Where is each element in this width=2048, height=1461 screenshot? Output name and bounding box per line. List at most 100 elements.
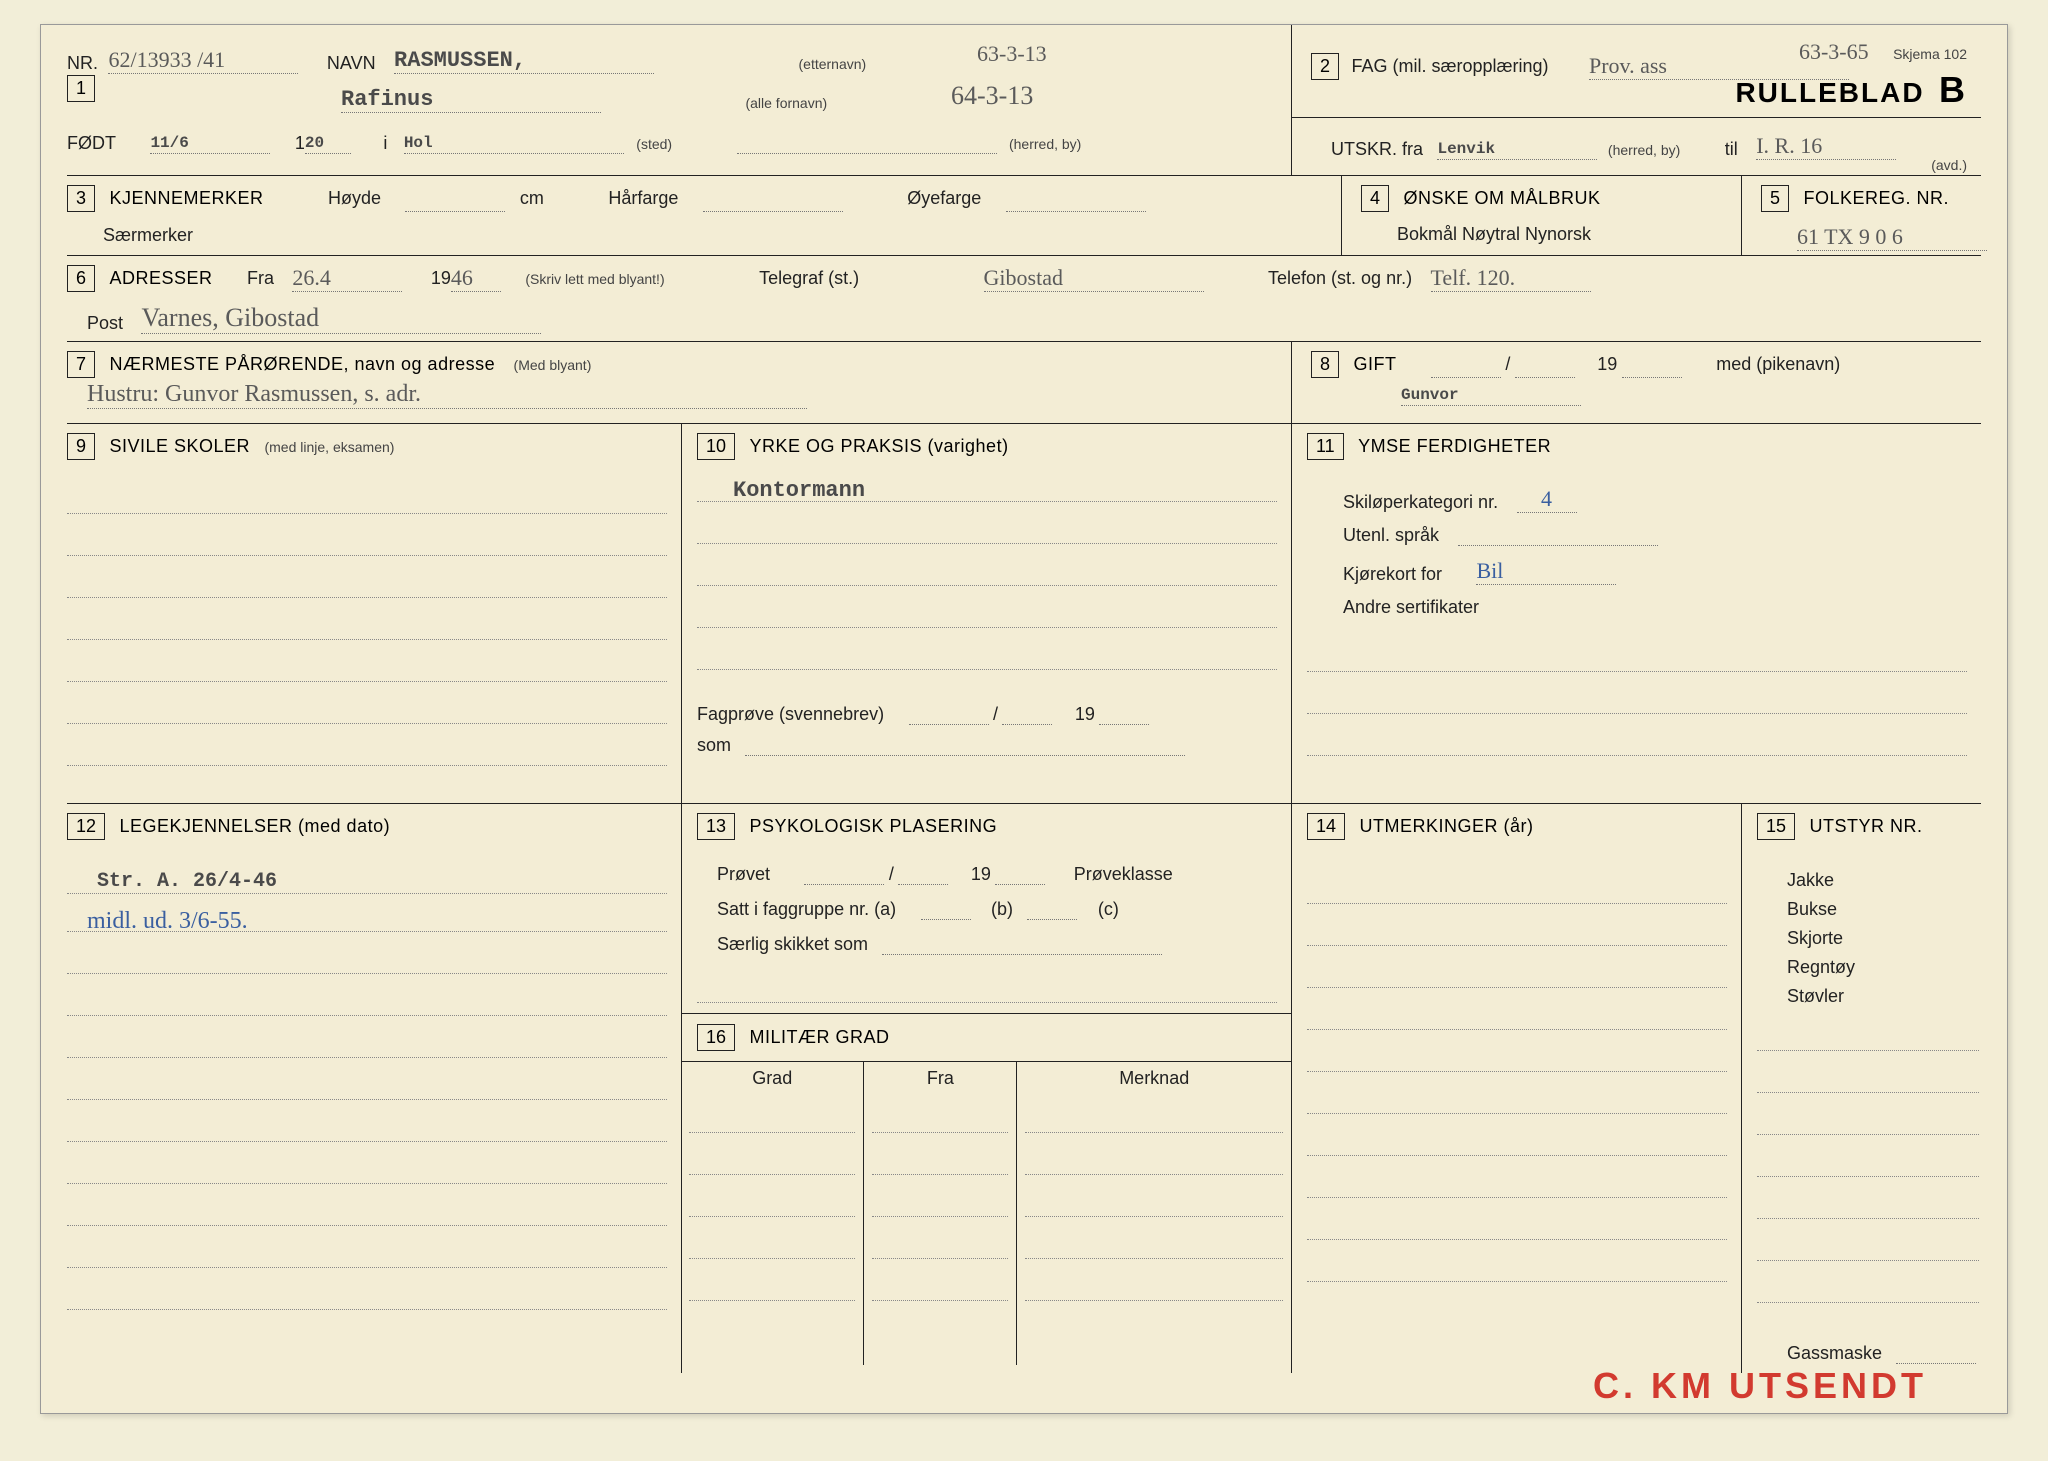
- fornavn-value: Rafinus: [341, 87, 601, 113]
- c-label: (c): [1098, 899, 1119, 919]
- etternavn-value: RASMUSSEN,: [394, 48, 654, 74]
- sec7-hint: (Med blyant): [514, 357, 592, 373]
- navn-label: NAVN: [327, 53, 376, 73]
- sec8-block: 8 GIFT / 19 med (pikenavn) Gunvor: [1311, 351, 2007, 406]
- sec-3-4-5: 3 KJENNEMERKER Høyde cm Hårfarge Øyefarg…: [67, 185, 1981, 212]
- sec15-block: 15 UTSTYR NR. Jakke Bukse Skjorte Regntø…: [1757, 813, 1979, 1364]
- ski-label: Skiløperkategori nr.: [1343, 492, 1498, 512]
- sec12-title: LEGEKJENNELSER (med dato): [119, 816, 390, 836]
- sec6-row: 6 ADRESSER Fra 26.4 1946 (Skriv lett med…: [67, 265, 1981, 292]
- sec12-line1: Str. A. 26/4-46: [67, 870, 667, 894]
- rulleblad-b: B: [1939, 69, 1967, 110]
- box-4: 4: [1361, 185, 1389, 212]
- sec12-line2: midl. ud. 3/6-55.: [67, 908, 667, 932]
- etternavn-caption: (etternavn): [799, 56, 867, 72]
- sec4-title: ØNSKE OM MÅLBRUK: [1403, 188, 1600, 208]
- provet-year: 19: [971, 864, 991, 884]
- sec6-title: ADRESSER: [109, 268, 212, 288]
- item-jakke: Jakke: [1787, 870, 1979, 891]
- sec16-block: 16 MILITÆR GRAD Grad Fra Merknad: [681, 1013, 1291, 1365]
- sec9-title: SIVILE SKOLER: [109, 436, 250, 456]
- nr-label: NR.: [67, 53, 98, 73]
- provet-slash: /: [889, 864, 894, 884]
- sec6-hint: (Skriv lett med blyant!): [525, 271, 664, 287]
- sec15-title: UTSTYR NR.: [1809, 816, 1922, 836]
- box-2: 2: [1311, 53, 1339, 80]
- harfarge-label: Hårfarge: [608, 188, 678, 208]
- item-skjorte: Skjorte: [1787, 928, 1979, 949]
- andre-label: Andre sertifikater: [1343, 597, 1479, 617]
- herred-caption: (herred, by): [1009, 136, 1081, 152]
- box-1: 1: [67, 75, 95, 102]
- avd-caption: (avd.): [1931, 157, 1967, 173]
- rulleblad-label: RULLEBLAD: [1735, 77, 1924, 108]
- fodt-i: i: [383, 133, 387, 153]
- sprak-label: Utenl. språk: [1343, 525, 1439, 545]
- sec7-value: Hustru: Gunvor Rasmussen, s. adr.: [87, 381, 807, 409]
- skikket-label: Særlig skikket som: [717, 934, 868, 954]
- sec9-block: 9 SIVILE SKOLER (med linje, eksamen): [67, 433, 667, 766]
- fra-label: Fra: [247, 268, 274, 288]
- box-15: 15: [1757, 813, 1795, 840]
- box-5: 5: [1761, 185, 1789, 212]
- fagprove-year: 19: [1075, 704, 1095, 724]
- klass-label: Prøveklasse: [1074, 864, 1173, 884]
- cm-label: cm: [520, 188, 544, 208]
- sec8-title: GIFT: [1353, 354, 1396, 374]
- fornavn-caption: (alle fornavn): [745, 95, 827, 111]
- nr-value: 62/13933 /41: [108, 47, 298, 74]
- til-label: til: [1725, 139, 1738, 159]
- sec6-post-row: Post Varnes, Gibostad: [67, 303, 1981, 334]
- annot-1: 63-3-13: [977, 41, 1047, 67]
- sec8-med: med (pikenavn): [1716, 354, 1840, 374]
- col-merknad: Merknad: [1017, 1062, 1291, 1095]
- box-11: 11: [1307, 433, 1344, 460]
- sec5-title: FOLKEREG. NR.: [1803, 188, 1949, 208]
- fagprove-label: Fagprøve (svennebrev): [697, 704, 884, 724]
- saermerker-row: Særmerker: [67, 225, 1981, 246]
- col-fra: Fra: [864, 1062, 1017, 1095]
- sec10-block: 10 YRKE OG PRAKSIS (varighet) Kontormann…: [697, 433, 1277, 756]
- sec8-value: Gunvor: [1401, 386, 1581, 406]
- fodt-year-prefix: 1: [295, 133, 305, 153]
- box-7: 7: [67, 351, 95, 378]
- sec10-title: YRKE OG PRAKSIS (varighet): [749, 436, 1008, 456]
- sec14-block: 14 UTMERKINGER (år): [1307, 813, 1727, 1282]
- utskr-row: UTSKR. fra Lenvik (herred, by) til I. R.…: [1331, 133, 1896, 160]
- box-13: 13: [697, 813, 735, 840]
- item-stovler: Støvler: [1787, 986, 1979, 1007]
- hoyde-label: Høyde: [328, 188, 381, 208]
- box-3: 3: [67, 185, 95, 212]
- year19: 19: [431, 268, 451, 288]
- topright-annot: 63-3-65 Skjema 102: [1799, 39, 1967, 65]
- item-bukse: Bukse: [1787, 899, 1979, 920]
- korekort-label: Kjørekort for: [1343, 564, 1442, 584]
- year-value: 46: [451, 265, 501, 292]
- fodt-day: 11/6: [150, 134, 270, 154]
- utskr-herred-caption: (herred, by): [1608, 142, 1680, 158]
- saermerker-label: Særmerker: [103, 225, 193, 245]
- telefon-value: Telf. 120.: [1431, 265, 1591, 292]
- post-value: Varnes, Gibostad: [141, 303, 541, 334]
- utskr-label: UTSKR. fra: [1331, 139, 1423, 159]
- sec8-year: 19: [1597, 354, 1617, 374]
- col-grad: Grad: [681, 1062, 864, 1095]
- b-label: (b): [991, 899, 1013, 919]
- fodt-year-suffix: 20: [305, 134, 351, 154]
- item-regntoy: Regntøy: [1787, 957, 1979, 978]
- record-card: NR. 62/13933 /41 NAVN RASMUSSEN, (ettern…: [40, 24, 2008, 1414]
- sted-caption: (sted): [636, 136, 672, 152]
- box-16: 16: [697, 1024, 735, 1051]
- box-12: 12: [67, 813, 105, 840]
- utskr-value: Lenvik: [1437, 140, 1597, 160]
- box-14: 14: [1307, 813, 1345, 840]
- fodt-label: FØDT: [67, 133, 116, 153]
- provet-label: Prøvet: [717, 864, 770, 884]
- sec10-value: Kontormann: [697, 478, 1277, 502]
- fagprove-slash: /: [993, 704, 998, 724]
- korekort-value: Bil: [1476, 558, 1616, 585]
- annot-2: 64-3-13: [951, 81, 1033, 111]
- stamp: C. KM UTSENDT: [1593, 1365, 1927, 1407]
- telegraf-value: Gibostad: [984, 265, 1204, 292]
- satt-label: Satt i faggruppe nr. (a): [717, 899, 896, 919]
